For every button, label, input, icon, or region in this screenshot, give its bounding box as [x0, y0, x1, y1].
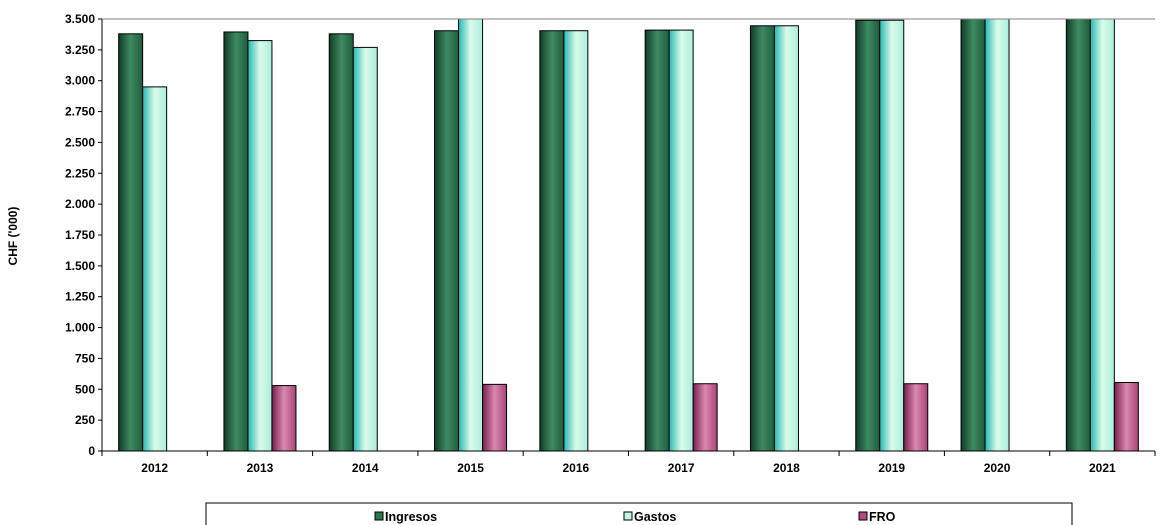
y-tick-label: 3.000 — [65, 74, 95, 88]
bar-ingresos — [644, 29, 670, 452]
legend-box — [205, 502, 1073, 525]
bar-ingresos — [855, 19, 881, 452]
y-tick-label: 1.000 — [65, 321, 95, 335]
y-axis-title: CHF ('000) — [6, 207, 20, 266]
bar-fro — [271, 385, 297, 452]
bars — [118, 18, 1139, 452]
legend-swatch-fro — [858, 511, 868, 521]
bar-ingresos — [434, 30, 460, 452]
bar-fro — [1113, 381, 1139, 452]
y-tick-label: 250 — [75, 413, 95, 427]
legend-swatch-gastos — [623, 511, 633, 521]
y-tick-label: 3.500 — [65, 12, 95, 26]
bar-gastos — [142, 86, 168, 452]
bar-gastos — [984, 18, 1010, 452]
y-tick-label: 1.250 — [65, 290, 95, 304]
y-tick-label: 2.000 — [65, 197, 95, 211]
bar-gastos — [247, 40, 273, 452]
bar-ingresos — [960, 18, 986, 452]
x-tick-label: 2014 — [352, 461, 379, 475]
x-tick-label: 2020 — [984, 461, 1011, 475]
y-tick-label: 500 — [75, 382, 95, 396]
legend-label-gastos: Gastos — [634, 510, 676, 524]
legend: Ingresos Gastos FRO — [205, 502, 1073, 525]
x-tick-label: 2018 — [773, 461, 800, 475]
bar-gastos — [352, 46, 378, 452]
bar-gastos — [879, 19, 905, 452]
x-tick-label: 2012 — [141, 461, 168, 475]
bar-ingresos — [1065, 18, 1091, 452]
x-axis-ticks: 2012 2013 2014 2015 2016 2017 2018 2019 2020 2021 — [101, 451, 1156, 475]
y-tick-label: 3.250 — [65, 43, 95, 57]
legend-items: Ingresos Gastos FRO — [374, 510, 896, 524]
bar-gastos — [458, 18, 484, 452]
x-tick-label: 2015 — [457, 461, 484, 475]
x-tick-label: 2013 — [247, 461, 274, 475]
x-tick-label: 2021 — [1089, 461, 1116, 475]
bar-gastos — [668, 29, 694, 452]
bar-gastos — [563, 30, 589, 452]
bar-ingresos — [223, 31, 249, 452]
bar-ingresos — [118, 33, 144, 452]
y-axis-ticks: 0 250 500 750 1.000 1.250 1.500 1.750 2.000 2.250… — [65, 12, 102, 458]
legend-swatch-ingresos — [374, 511, 384, 521]
bar-ingresos — [539, 30, 565, 452]
x-tick-label: 2019 — [878, 461, 905, 475]
legend-label-ingresos: Ingresos — [385, 510, 437, 524]
x-tick-label: 2016 — [562, 461, 589, 475]
y-tick-label: 1.750 — [65, 228, 95, 242]
bar-fro — [903, 383, 929, 452]
x-tick-label: 2017 — [668, 461, 695, 475]
legend-label-fro: FRO — [869, 510, 896, 524]
bar-gastos — [773, 25, 799, 452]
bar-gastos — [1089, 18, 1115, 452]
bar-fro — [482, 383, 508, 452]
y-tick-label: 1.500 — [65, 259, 95, 273]
bar-fro — [692, 383, 718, 452]
bar-ingresos — [328, 33, 354, 452]
y-tick-label: 2.500 — [65, 135, 95, 149]
y-tick-label: 2.750 — [65, 105, 95, 119]
bar-ingresos — [749, 25, 775, 452]
y-tick-label: 0 — [88, 444, 95, 458]
y-tick-label: 750 — [75, 351, 95, 365]
y-tick-label: 2.250 — [65, 166, 95, 180]
axes — [101, 18, 1155, 452]
